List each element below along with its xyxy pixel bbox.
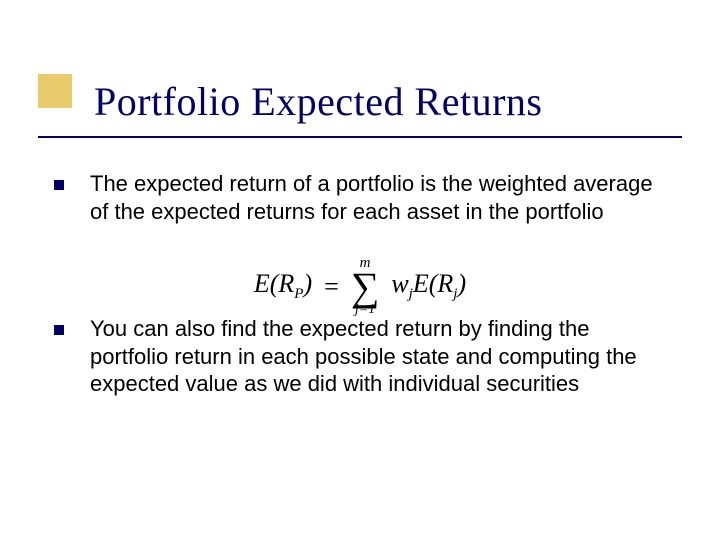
page-title: Portfolio Expected Returns [94,78,680,125]
title-underline [38,136,682,138]
formula-lhs: E(RP) [254,269,312,303]
bullet-item: You can also find the expected return by… [54,315,670,398]
formula-rhs-sub: j [453,287,457,303]
formula-sum-lower: j=1 [355,303,375,317]
bullet-text: You can also find the expected return by… [90,315,670,398]
title-accent-box [38,74,72,108]
formula-rhs-func: E [413,269,429,298]
bullet-marker-icon [54,180,64,190]
formula-coef: w [391,269,408,298]
formula-lhs-func: E [254,269,270,298]
formula-equals: = [320,272,343,302]
formula-container: E(RP) = m ∑ j=1 wjE(Rj) [0,256,720,317]
formula-lhs-arg: R [278,269,294,298]
title-container: Portfolio Expected Returns [94,78,680,125]
bullet-text: The expected return of a portfolio is th… [90,170,670,225]
formula: E(RP) = m ∑ j=1 wjE(Rj) [254,256,466,317]
formula-rhs-arg: R [437,269,453,298]
formula-sum: m ∑ j=1 [351,256,380,317]
bullet-item: The expected return of a portfolio is th… [54,170,670,225]
bullet-marker-icon [54,325,64,335]
formula-rhs: wjE(Rj) [391,269,466,303]
sigma-icon: ∑ [351,269,380,305]
formula-lhs-sub: P [294,287,303,303]
